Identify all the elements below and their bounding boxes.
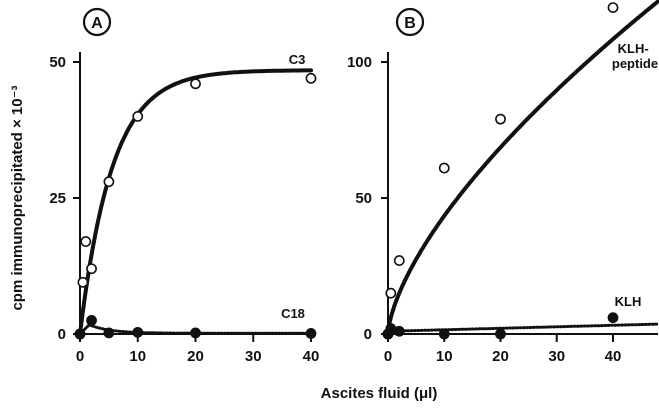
- panel-b-series-label-klh-peptide: KLH- peptide: [612, 41, 658, 71]
- panel-b-point-klh: [393, 325, 405, 337]
- panel-a-fit-curve-c3: [78, 68, 313, 336]
- panel-a-point-c18: [86, 314, 97, 326]
- panel-a-point-c18: [305, 328, 317, 339]
- panel-a-point-c3: [77, 276, 89, 288]
- panel-b-point-klh-peptide: [393, 255, 405, 266]
- panel-b-series-label-klh-peptide-line1: KLH-: [618, 41, 649, 56]
- panel-a: A 0 10 20 30 40 0 25 50 C3 C18: [49, 7, 320, 365]
- panel-a-x-tick-label: 20: [187, 348, 204, 365]
- panel-b-x-tick-label: 40: [605, 348, 622, 365]
- panel-b-y-tick-label: 50: [355, 190, 372, 207]
- panel-b-x-tick-label: 20: [492, 348, 509, 365]
- panel-b-point-klh: [438, 328, 450, 340]
- x-axis-title: Ascites fluid (μl): [321, 385, 438, 402]
- panel-a-y-tick-label: 25: [49, 190, 66, 207]
- panel-a-series-label-c18: C18: [281, 306, 305, 321]
- panel-b-y-tick-label: 0: [364, 326, 372, 343]
- panel-b-letter-text: B: [404, 15, 416, 32]
- panel-b-y-ticks: 0 50 100: [347, 54, 388, 343]
- panel-b-points: [382, 2, 619, 340]
- panel-a-point-c3: [103, 176, 115, 188]
- panel-b-point-klh-peptide: [607, 2, 619, 13]
- panel-a-series-label-c3: C3: [289, 52, 306, 67]
- panel-a-point-c18: [103, 327, 115, 339]
- panel-a-fit-curve-c18: [78, 322, 313, 336]
- panel-a-x-ticks: 0 10 20 30 40: [76, 334, 320, 365]
- panel-a-point-c3: [80, 236, 92, 247]
- panel-b-series-label-klh: KLH: [615, 294, 642, 309]
- panel-b-series-label-klh-peptide-line2: peptide: [612, 56, 658, 71]
- panel-a-point-c3: [132, 111, 144, 122]
- panel-a-y-tick-label: 50: [49, 54, 66, 71]
- panel-b-letter: B: [395, 7, 425, 37]
- panel-a-y-tick-label: 0: [58, 326, 66, 343]
- panel-a-letter-text: A: [91, 15, 103, 32]
- panel-a-point-c18: [132, 326, 144, 338]
- panel-b-x-tick-label: 30: [548, 348, 565, 365]
- panel-b-x-tick-label: 10: [436, 348, 453, 365]
- panel-a-x-tick-label: 40: [303, 348, 320, 365]
- panel-a-point-c18: [190, 327, 201, 339]
- panel-b-point-klh-peptide: [438, 162, 450, 174]
- panel-a-points: [74, 72, 317, 340]
- panel-a-point-c18: [74, 328, 86, 340]
- panel-b-fit-curve-klh: [386, 322, 659, 336]
- panel-a-x-tick-label: 30: [245, 348, 262, 365]
- panel-a-curves: [78, 68, 313, 336]
- panel-a-x-tick-label: 0: [76, 348, 84, 365]
- panel-b-point-klh-peptide: [495, 113, 506, 125]
- panel-a-y-ticks: 0 25 50: [49, 54, 80, 343]
- panel-a-point-c3: [305, 72, 317, 84]
- panel-a-letter: A: [82, 7, 112, 37]
- panel-a-x-tick-label: 10: [129, 348, 146, 365]
- panel-b: B 0 10 20 30 40 0 50 100 KLH- peptide KLH: [347, 0, 659, 365]
- panel-b-point-klh: [607, 312, 619, 324]
- panel-b-fit-curve-klh-peptide: [386, 0, 659, 336]
- panel-a-point-c3: [86, 263, 97, 275]
- y-axis-title: cpm immunoprecipitated × 10⁻³: [9, 85, 26, 310]
- panel-b-point-klh-peptide: [385, 287, 397, 299]
- panel-b-point-klh: [495, 328, 506, 340]
- panel-b-x-tick-label: 0: [384, 348, 392, 365]
- panel-b-y-tick-label: 100: [347, 54, 372, 71]
- panel-a-point-c3: [190, 78, 201, 90]
